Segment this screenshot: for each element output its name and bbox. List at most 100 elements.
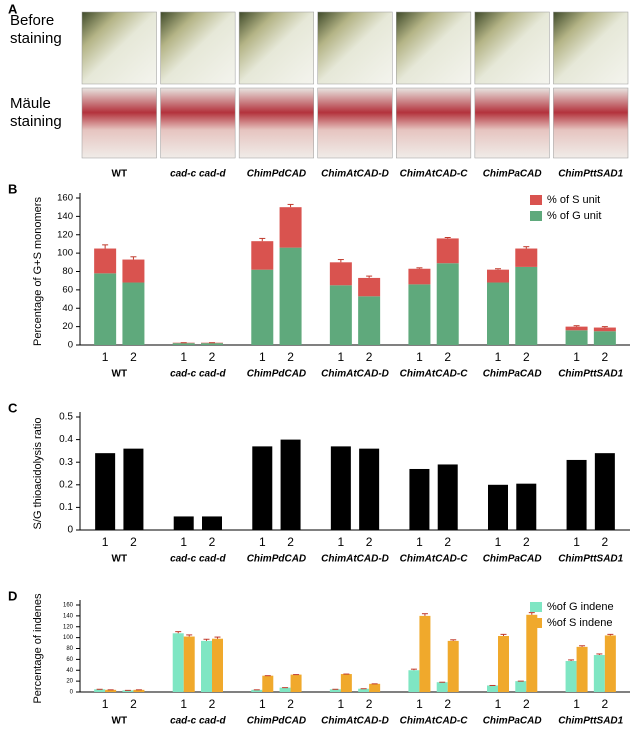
legend-label: % of G unit [547,210,601,222]
micrograph [81,87,157,159]
row-label: Mäule staining [10,95,62,130]
panel-label: A [8,1,18,16]
x-tick-label: 2 [209,535,216,549]
bar [408,670,420,692]
x-tick-label: 1 [180,350,187,364]
micrograph [553,11,629,85]
x-tick-label: 2 [602,535,609,549]
bar [437,464,458,530]
group-label: ChimAtCAD-C [400,716,469,727]
bar-segment [94,273,117,345]
bar-segment [122,282,145,345]
micrograph [553,87,629,159]
bar [576,646,588,692]
legend-swatch [530,195,542,205]
bar [329,689,341,692]
y-axis-label: Percentage of G+S monomers [32,197,44,346]
bar [340,674,352,692]
bar-segment [251,269,274,345]
x-tick-label: 2 [602,697,609,711]
legend-swatch [530,211,542,221]
bar [262,675,274,692]
bar [123,448,144,530]
x-tick-label: 1 [338,350,345,364]
micrograph [396,87,472,159]
y-tick-label: 0.1 [59,502,73,513]
group-label: ChimAtCAD-D [321,369,389,380]
bar-segment [279,247,302,345]
bar-segment [593,327,616,332]
group-label: ChimPttSAD1 [558,716,623,727]
bar [95,453,116,530]
genotype-label: ChimPdCAD [247,169,306,180]
micrograph [317,11,393,85]
group-label: ChimPaCAD [483,716,542,727]
x-tick-label: 1 [102,535,109,549]
bar [290,674,302,692]
y-tick-label: 140 [57,211,73,222]
group-label: WT [112,554,128,565]
micrograph [396,11,472,85]
bar-segment [172,343,195,345]
y-tick-label: 0.2 [59,479,73,490]
bar-segment [408,284,431,345]
x-tick-label: 2 [444,535,451,549]
group-label: ChimAtCAD-C [400,554,469,565]
genotype-label: WT [112,169,128,180]
bar [436,682,448,692]
genotype-label: ChimAtCAD-C [400,169,469,180]
x-tick-label: 2 [209,697,216,711]
bar-segment [515,248,538,267]
bar [516,483,537,530]
bar [565,661,577,692]
bar [419,615,431,692]
x-tick-label: 1 [338,535,345,549]
x-tick-label: 1 [259,697,266,711]
micrograph [81,11,157,85]
bar [183,636,195,692]
bar-segment [487,269,509,283]
bar-segment [329,285,352,345]
y-axis-label: S/G thioacidolysis ratio [32,418,44,530]
bar [279,687,291,692]
y-tick-label: 0 [70,690,74,696]
x-tick-label: 1 [180,535,187,549]
x-tick-label: 2 [130,535,137,549]
bar [526,614,538,692]
micrograph [317,87,393,159]
bar-segment [408,268,431,285]
y-tick-label: 20 [62,321,73,332]
legend-label: % of S unit [547,194,600,206]
micrograph [238,87,314,159]
bar [94,689,106,692]
x-tick-label: 2 [287,697,294,711]
x-tick-label: 2 [444,350,451,364]
genotype-label: cad-c cad-d [170,169,226,180]
group-label: ChimPttSAD1 [558,369,623,380]
y-tick-label: 0 [67,525,73,536]
genotype-label: ChimPttSAD1 [558,169,623,180]
bar-segment [201,343,223,345]
x-tick-label: 1 [416,535,423,549]
group-label: ChimAtCAD-C [400,369,469,380]
x-tick-label: 1 [102,697,109,711]
y-tick-label: 120 [57,229,73,240]
x-tick-label: 2 [287,350,294,364]
legend-label: %of G indene [547,601,614,613]
legend-swatch [530,618,542,628]
micrograph [238,11,314,85]
bar [251,689,263,692]
bar-segment [122,259,145,283]
group-label: ChimPdCAD [247,716,306,727]
group-label: WT [112,369,128,380]
bar [593,655,605,692]
bar [173,516,194,530]
bar-segment [436,263,459,345]
legend-swatch [530,602,542,612]
bar-segment [487,282,509,345]
micrograph [160,87,236,159]
y-tick-label: 0.5 [59,412,73,423]
x-tick-label: 1 [338,697,345,711]
group-label: ChimAtCAD-D [321,716,389,727]
bar [330,446,351,530]
